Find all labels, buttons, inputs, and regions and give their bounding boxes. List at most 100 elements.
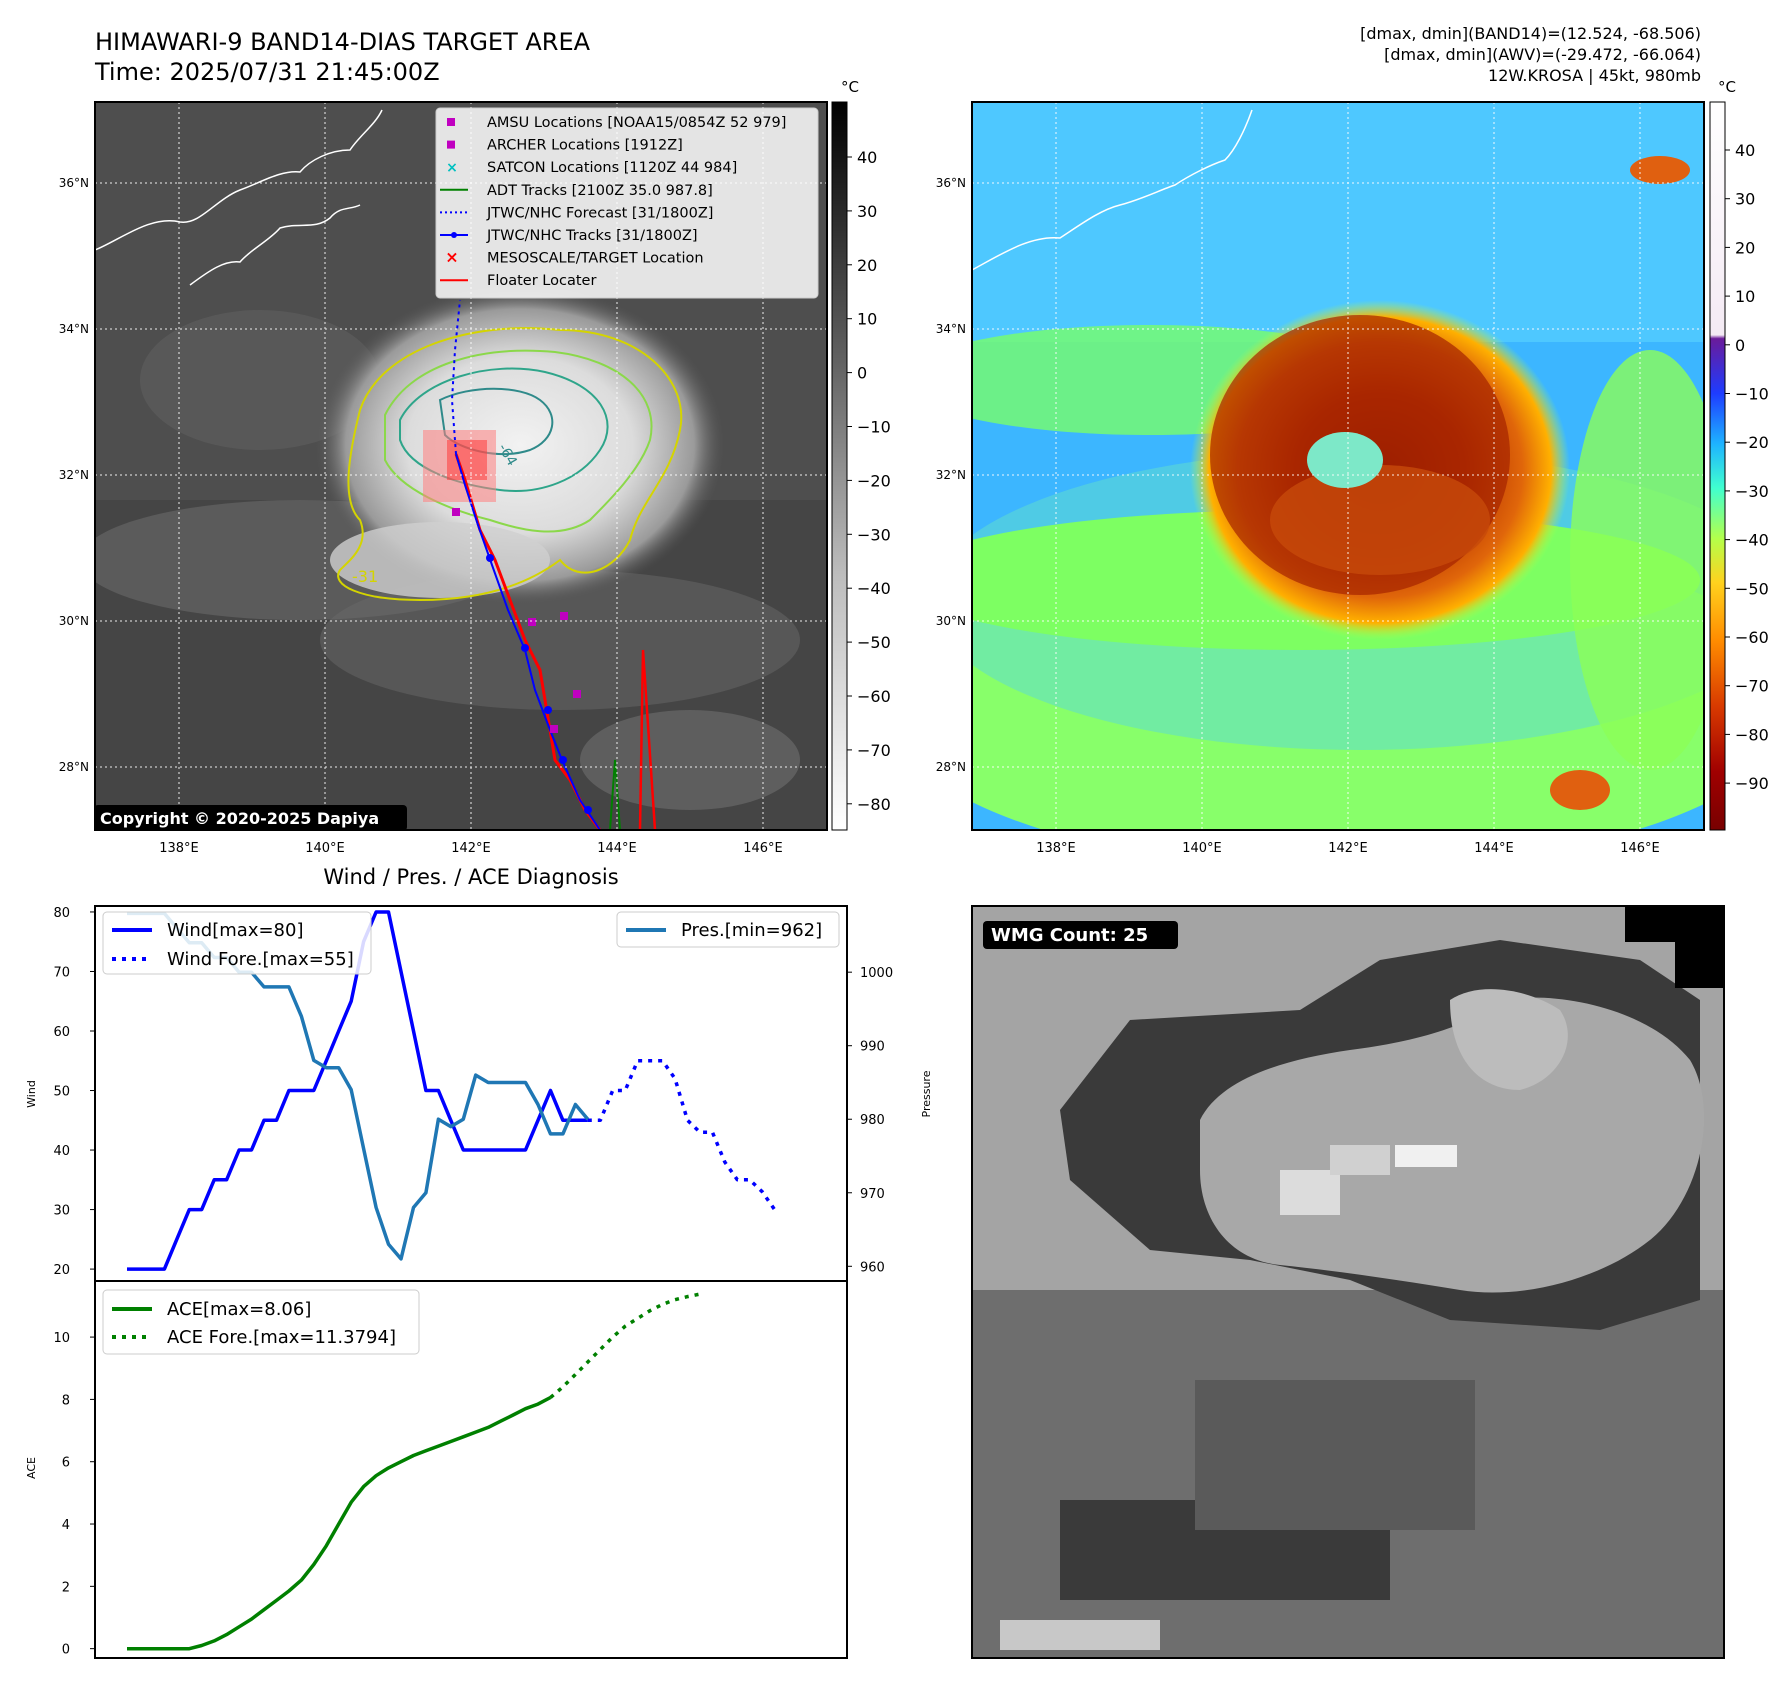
- wv-colorbar: °C 40 30 20 10 0 −10 −20 −30 −40 −50 −60 −70 −80 −90: [1709, 78, 1769, 831]
- wind-tick-label: 20: [53, 1263, 70, 1278]
- ir-legend-item: × SATCON Locations [1120Z 44 984]: [446, 160, 737, 176]
- ir-colorbar-unit: °C: [841, 78, 859, 96]
- ir-legend-label: ADT Tracks [2100Z 35.0 987.8]: [487, 183, 713, 199]
- ir-legend-label: SATCON Locations [1120Z 44 984]: [487, 160, 737, 176]
- legend-wind-fore: Wind Fore.[max=55]: [167, 949, 354, 970]
- ace-tick-label: 8: [62, 1393, 70, 1408]
- legend-x-marker: ×: [446, 160, 458, 176]
- copyright-text: Copyright © 2020-2025 Dapiya: [100, 809, 379, 828]
- ir-legend: AMSU Locations [NOAA15/0854Z 52 979] ARCH…: [435, 107, 819, 299]
- wmg-count-label: WMG Count: 25: [991, 925, 1148, 946]
- colorbar-tick-label: −80: [1735, 725, 1769, 744]
- lat-tick-label: 36°N: [59, 176, 89, 190]
- colorbar-tick-label: 40: [1735, 141, 1755, 160]
- colorbar-tick-label: 0: [1735, 336, 1745, 355]
- ir-legend-label: Floater Locater: [487, 273, 596, 289]
- stats-line-1: [dmax, dmin](BAND14)=(12.524, -68.506): [1360, 24, 1701, 43]
- wv-map-panel: 138°E 140°E 142°E 144°E 146°E 36°N 34°N 32°N 30…: [936, 101, 1705, 856]
- lon-tick-label: 144°E: [1474, 841, 1514, 856]
- colorbar-tick-label: −20: [857, 471, 891, 490]
- colorbar-tick-label: −60: [1735, 628, 1769, 647]
- series-line-1: [587, 1059, 777, 1211]
- ir-legend-item: JTWC/NHC Forecast [31/1800Z]: [440, 205, 713, 221]
- colorbar-tick-label: −20: [1735, 433, 1769, 452]
- ir-legend-label: MESOSCALE/TARGET Location: [487, 251, 704, 267]
- legend-pressure: Pres.[min=962]: [681, 920, 822, 941]
- lon-tick-label: 140°E: [1182, 841, 1222, 856]
- legend-square-marker: [447, 140, 455, 149]
- colorbar-tick-label: −40: [1735, 531, 1769, 550]
- legend-ace-fore: ACE Fore.[max=11.3794]: [167, 1327, 396, 1348]
- colorbar-tick-label: −70: [857, 741, 891, 760]
- wind-tick-label: 70: [53, 965, 70, 980]
- colorbar-tick-label: −30: [1735, 482, 1769, 501]
- pressure-tick-label: 1000: [860, 966, 893, 981]
- lat-tick-label: 30°N: [936, 614, 966, 628]
- wind-tick-label: 40: [53, 1144, 70, 1159]
- pressure-tick-label: 960: [860, 1260, 885, 1275]
- legend-x-marker: ×: [445, 248, 458, 267]
- lat-tick-label: 28°N: [59, 760, 89, 774]
- wind-axis-label: Wind: [25, 1080, 38, 1108]
- figure-time: Time: 2025/07/31 21:45:00Z: [94, 58, 440, 86]
- diagnosis-chart: Wind / Pres. / ACE Diagnosis 80706050403…: [25, 865, 933, 1659]
- lat-tick-label: 32°N: [59, 468, 89, 482]
- wind-legend: Wind[max=80] Wind Fore.[max=55]: [102, 911, 372, 975]
- lat-tick-label: 34°N: [936, 322, 966, 336]
- colorbar-tick-label: 20: [1735, 238, 1755, 257]
- stats-line-3: 12W.KROSA | 45kt, 980mb: [1488, 66, 1701, 85]
- ir-legend-item: ARCHER Locations [1912Z]: [447, 138, 683, 154]
- colorbar-tick-label: 0: [857, 364, 867, 383]
- lat-tick-label: 28°N: [936, 760, 966, 774]
- wind-tick-label: 50: [53, 1085, 70, 1100]
- chart-title: Wind / Pres. / ACE Diagnosis: [323, 865, 618, 889]
- contour-label-31: -31: [352, 567, 378, 586]
- ace-tick-label: 6: [62, 1456, 70, 1471]
- colorbar-tick-label: −70: [1735, 677, 1769, 696]
- colorbar-tick-label: −10: [857, 418, 891, 437]
- colorbar-tick-label: −90: [1735, 774, 1769, 793]
- wind-tick-label: 80: [53, 906, 70, 921]
- legend-dot-marker: [451, 232, 457, 238]
- ir-legend-label: JTWC/NHC Forecast [31/1800Z]: [486, 205, 713, 221]
- series-line-3: [127, 1395, 552, 1651]
- ace-tick-label: 10: [53, 1331, 70, 1346]
- lat-tick-label: 30°N: [59, 614, 89, 628]
- ace-tick-label: 2: [62, 1580, 70, 1595]
- series-line-4: [549, 1292, 701, 1399]
- lat-tick-label: 32°N: [936, 468, 966, 482]
- pressure-tick-label: 990: [860, 1040, 885, 1055]
- lon-tick-label: 142°E: [1328, 841, 1368, 856]
- colorbar-tick-label: −50: [1735, 579, 1769, 598]
- ir-legend-item: ADT Tracks [2100Z 35.0 987.8]: [440, 183, 713, 199]
- colorbar-tick-label: 40: [857, 148, 877, 167]
- ace-tick-label: 0: [62, 1643, 70, 1658]
- lon-tick-label: 142°E: [451, 841, 491, 856]
- legend-square-marker: [447, 118, 455, 126]
- colorbar-tick-label: −40: [857, 579, 891, 598]
- colorbar-tick-label: 30: [857, 202, 877, 221]
- ir-legend-item: × MESOSCALE/TARGET Location: [445, 248, 703, 267]
- colorbar-tick-label: −80: [857, 795, 891, 814]
- ir-legend-item: JTWC/NHC Tracks [31/1800Z]: [440, 228, 698, 244]
- wind-tick-label: 30: [53, 1204, 70, 1219]
- ace-axis-label: ACE: [25, 1457, 38, 1479]
- pressure-legend: Pres.[min=962]: [616, 911, 840, 948]
- ir-colorbar: °C 40 30 20 10 0 −10 −20 −30 −40 −50 −60 −70 −80: [831, 78, 891, 831]
- lat-tick-label: 36°N: [936, 176, 966, 190]
- colorbar-tick-label: −30: [857, 525, 891, 544]
- lon-tick-label: 138°E: [159, 841, 199, 856]
- figure-title: HIMAWARI-9 BAND14-DIAS TARGET AREA: [95, 28, 591, 56]
- colorbar-tick-label: −10: [1735, 385, 1769, 404]
- legend-wind: Wind[max=80]: [167, 920, 304, 941]
- ir-map-panel: -31 -64: [59, 101, 828, 856]
- ir-legend-item: Floater Locater: [440, 273, 596, 289]
- lon-tick-label: 144°E: [597, 841, 637, 856]
- ace-legend: ACE[max=8.06] ACE Fore.[max=11.3794]: [102, 1289, 420, 1355]
- legend-ace: ACE[max=8.06]: [167, 1299, 311, 1320]
- colorbar-tick-label: −60: [857, 687, 891, 706]
- colorbar-tick-label: 20: [857, 256, 877, 275]
- wind-tick-label: 60: [53, 1025, 70, 1040]
- colorbar-tick-label: 10: [1735, 287, 1755, 306]
